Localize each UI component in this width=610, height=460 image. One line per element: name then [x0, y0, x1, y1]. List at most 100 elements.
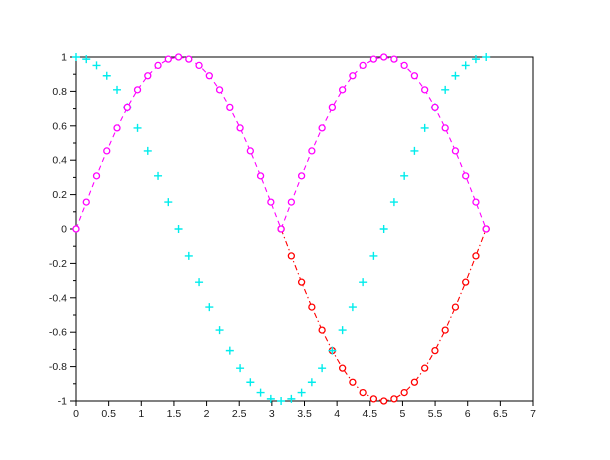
- y-tick-label: -1: [58, 396, 67, 408]
- circle-marker: [267, 198, 275, 206]
- plus-marker: [225, 346, 234, 355]
- x-tick-label: 7: [530, 408, 536, 420]
- plus-marker: [102, 71, 111, 80]
- circle-marker: [113, 124, 121, 132]
- x-tick-label: 0: [73, 408, 79, 420]
- circle-marker: [400, 388, 408, 397]
- plus-marker: [318, 364, 327, 373]
- plus-marker: [113, 85, 122, 94]
- plus-marker: [82, 55, 91, 64]
- circle-marker: [390, 55, 398, 63]
- circle-marker: [246, 147, 254, 155]
- circle-marker: [431, 103, 439, 112]
- circle-marker: [349, 72, 357, 80]
- circle-marker: [328, 103, 337, 112]
- circle-marker: [154, 61, 162, 70]
- x-tick-label: 3.5: [297, 408, 312, 420]
- y-tick-label: 0.8: [52, 86, 67, 98]
- x-tick-label: 6.5: [493, 408, 508, 420]
- circle-marker: [359, 61, 367, 70]
- series-line-sin-negative-lobe: [280, 228, 487, 402]
- plus-marker: [441, 85, 450, 94]
- circle-marker: [472, 198, 480, 206]
- circle-marker: [380, 53, 388, 61]
- x-tick-label: 4: [334, 408, 340, 420]
- circle-marker: [421, 86, 429, 94]
- circle-marker: [369, 55, 378, 63]
- plus-marker: [277, 397, 286, 405]
- y-tick-label: 0.2: [52, 189, 67, 201]
- circle-marker: [92, 172, 101, 180]
- circle-marker: [462, 278, 470, 286]
- plus-marker: [174, 225, 183, 233]
- plus-marker: [236, 364, 245, 373]
- circle-marker: [277, 225, 285, 233]
- circle-marker: [174, 53, 183, 61]
- plus-marker: [184, 251, 193, 260]
- plus-marker: [143, 146, 152, 155]
- plus-marker: [154, 171, 163, 180]
- circle-marker: [297, 278, 306, 286]
- circle-marker: [431, 346, 439, 355]
- circle-marker: [400, 61, 408, 70]
- plus-marker: [328, 346, 337, 355]
- plus-marker: [266, 394, 275, 403]
- circle-marker: [226, 103, 234, 112]
- circle-marker: [82, 198, 90, 206]
- x-tick-label: 2: [204, 408, 210, 420]
- circle-marker: [338, 364, 347, 372]
- axes-box: [75, 56, 534, 402]
- circle-marker: [451, 303, 460, 311]
- plus-marker: [72, 53, 80, 61]
- plus-marker: [359, 278, 368, 287]
- plus-marker: [400, 171, 409, 180]
- plus-marker: [482, 53, 491, 61]
- plus-marker: [348, 303, 357, 312]
- circle-marker: [308, 303, 316, 311]
- circle-marker: [441, 124, 449, 132]
- circle-marker: [103, 147, 111, 155]
- series-abs-sin: [72, 53, 490, 233]
- circle-marker: [451, 147, 460, 155]
- circle-marker: [236, 124, 244, 132]
- plus-marker: [420, 123, 429, 132]
- x-tick-label: 4.5: [362, 408, 377, 420]
- x-tick-label: 2.5: [232, 408, 247, 420]
- plus-marker: [92, 61, 101, 70]
- circle-marker: [359, 388, 367, 397]
- plus-marker: [471, 55, 480, 64]
- plus-marker: [256, 388, 265, 397]
- plus-marker: [307, 378, 316, 387]
- circle-marker: [421, 364, 429, 372]
- circle-marker: [308, 147, 316, 155]
- circle-marker: [185, 55, 193, 63]
- plus-marker: [133, 123, 142, 132]
- plus-marker: [287, 394, 296, 403]
- y-tick-label: 1: [61, 52, 67, 64]
- circle-marker: [318, 326, 326, 334]
- x-tick-label: 6: [465, 408, 471, 420]
- circle-marker: [369, 395, 378, 403]
- y-tick-label: 0: [61, 224, 67, 236]
- plus-marker: [246, 378, 255, 387]
- circle-marker: [349, 378, 357, 386]
- plus-marker: [164, 198, 173, 207]
- y-tick-label: -0.4: [49, 292, 67, 304]
- plus-marker: [410, 146, 419, 155]
- plus-marker: [389, 198, 398, 207]
- plus-marker: [451, 71, 460, 80]
- x-tick-label: 0.5: [101, 408, 116, 420]
- circle-marker: [195, 61, 203, 70]
- plus-marker: [379, 225, 388, 233]
- plus-marker: [205, 303, 214, 312]
- x-tick-label: 5.5: [428, 408, 443, 420]
- circle-marker: [164, 55, 172, 63]
- circle-marker: [215, 86, 224, 94]
- y-tick-label: 0.4: [52, 155, 67, 167]
- plus-marker: [215, 326, 224, 335]
- circle-marker: [482, 225, 490, 233]
- plus-marker: [338, 326, 347, 335]
- y-tick-label: -0.6: [49, 327, 67, 339]
